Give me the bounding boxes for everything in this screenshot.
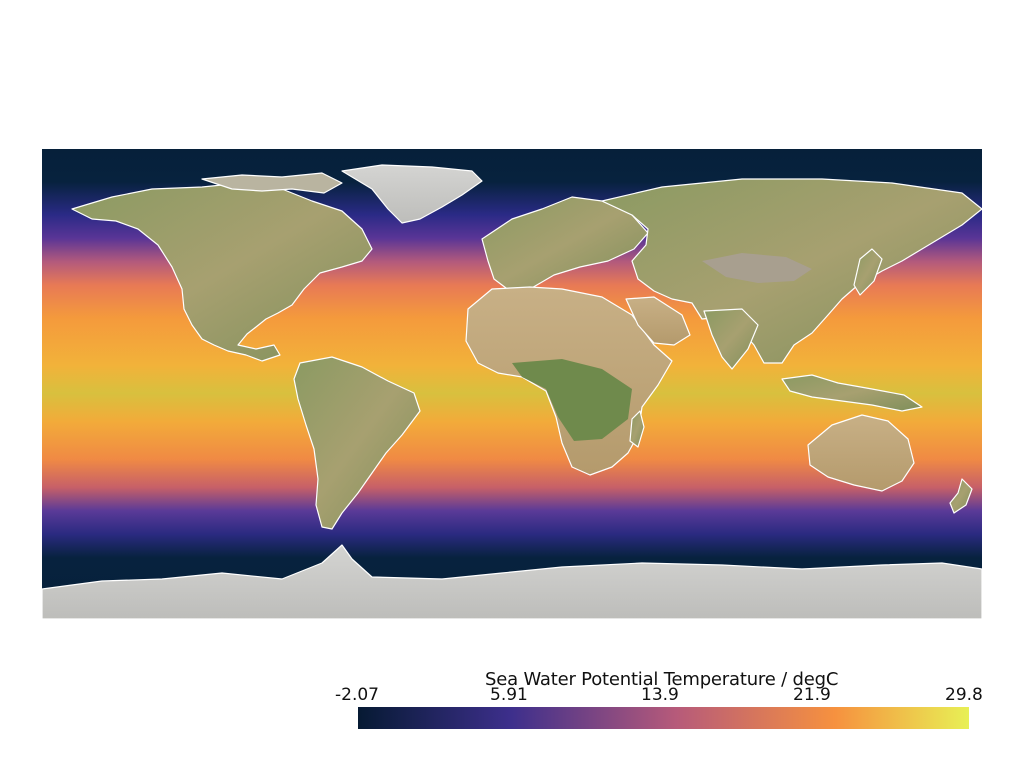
colorbar (358, 707, 969, 729)
colorbar-tick-3: 13.9 (641, 685, 679, 705)
land-masses (42, 164, 982, 619)
madagascar (629, 410, 645, 448)
europe (481, 196, 649, 292)
colorbar-tick-max: 29.8 (945, 685, 983, 705)
central-africa-vegetation (512, 359, 632, 441)
colorbar-tick-4: 21.9 (793, 685, 831, 705)
south-america (293, 356, 421, 530)
colorbar-tick-min: -2.07 (335, 685, 379, 705)
greenland (341, 164, 483, 224)
arabia (625, 296, 691, 346)
indonesia (781, 374, 923, 412)
tibet-plateau (702, 253, 812, 283)
colorbar-tick-2: 5.91 (490, 685, 528, 705)
north-america (71, 182, 373, 362)
japan (853, 248, 883, 296)
india (703, 308, 759, 370)
temperature-map (42, 149, 982, 619)
new-zealand (949, 478, 973, 514)
australia (807, 414, 915, 492)
colorbar-title: Sea Water Potential Temperature / degC (485, 669, 839, 690)
arctic-islands (201, 172, 343, 194)
antarctica (42, 544, 982, 619)
